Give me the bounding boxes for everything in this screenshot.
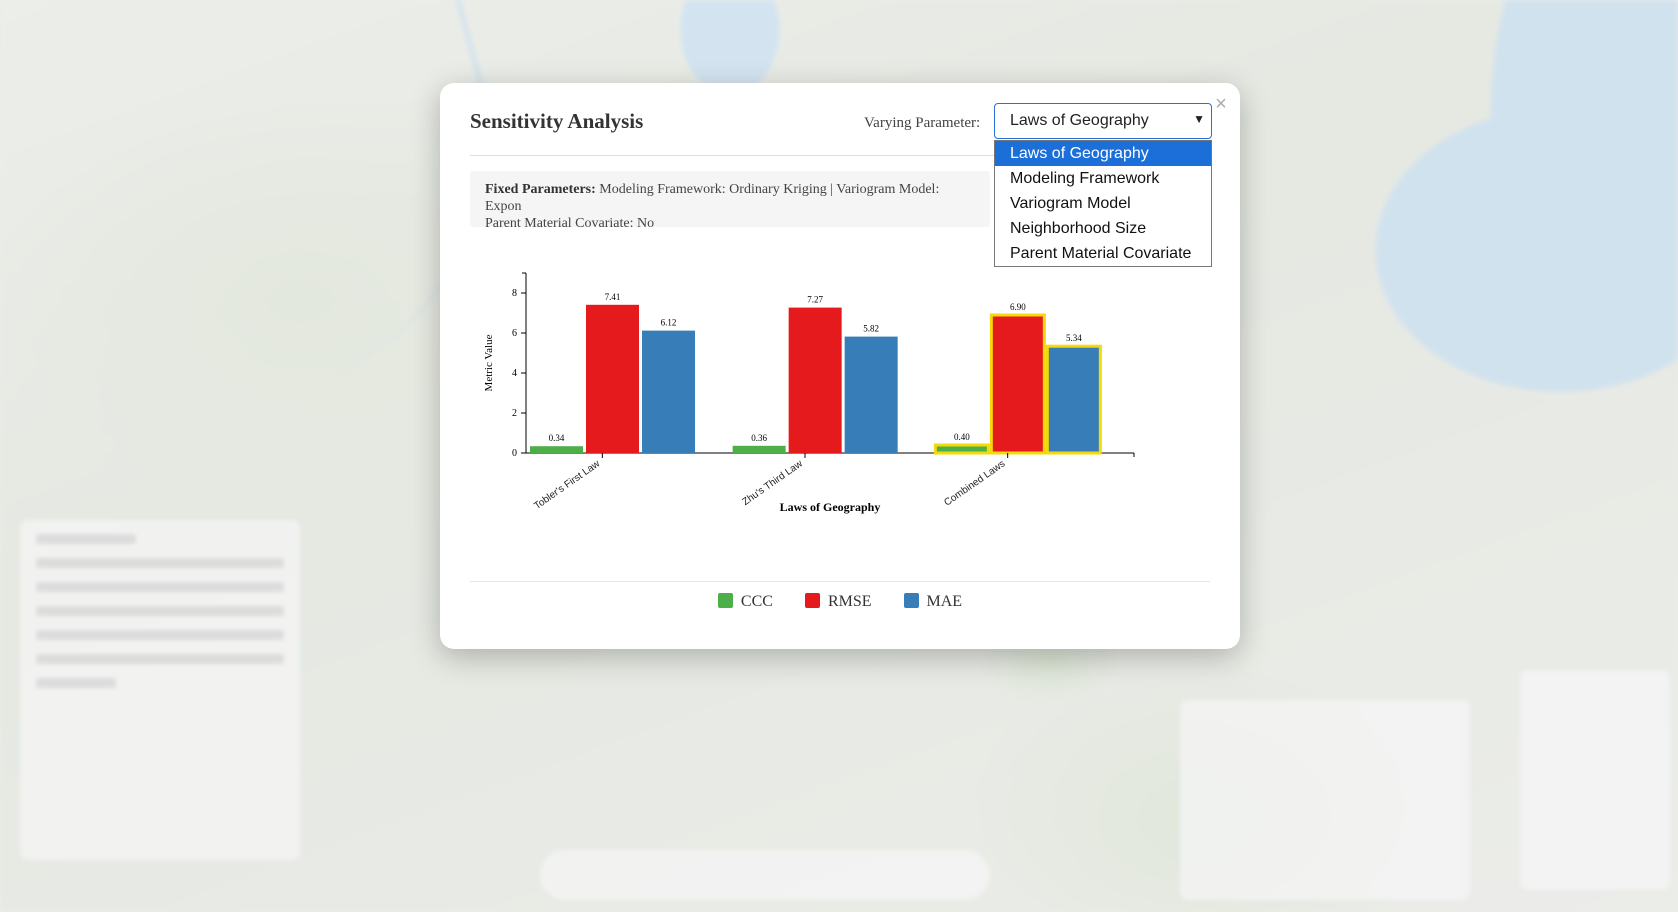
- legend-label-ccc: CCC: [740, 593, 773, 611]
- legend-swatch-mae: [903, 593, 919, 609]
- fixed-parameters-line2: Parent Material Covariate: No: [485, 216, 655, 227]
- legend-swatch-rmse: [804, 593, 820, 609]
- y-tick-label: 6: [512, 328, 517, 339]
- selected-parameter: Laws of Geography: [1010, 112, 1149, 129]
- header-divider: [470, 155, 1210, 156]
- y-tick-label: 4: [512, 368, 517, 379]
- y-axis-title: Metric Value: [483, 334, 495, 391]
- x-tick-label: Tobler's First Law: [532, 458, 602, 512]
- bar-data-label: 5.82: [863, 324, 879, 334]
- bar-data-label: 6.12: [661, 318, 677, 328]
- bar-ccc: [530, 446, 583, 453]
- bar-mae: [642, 330, 695, 453]
- sensitivity-bar-chart: 0 2 4 6 8 0.34 7.41 6.12 Tobler's First Law 0.36 7…: [483, 272, 1135, 514]
- y-tick-label: 8: [512, 288, 517, 299]
- bar-ccc: [732, 445, 786, 453]
- dropdown-option-modeling-framework[interactable]: Modeling Framework: [1010, 170, 1160, 187]
- dropdown-option-laws-of-geography[interactable]: Laws of Geography: [995, 141, 1211, 166]
- sensitivity-analysis-modal: Sensitivity Analysis Varying Parameter: …: [440, 83, 1240, 649]
- bar-data-label: 7.41: [605, 292, 621, 302]
- legend-item-ccc: CCC: [717, 593, 773, 611]
- legend-item-mae: MAE: [903, 593, 963, 611]
- fixed-parameters-line1: Modeling Framework: Ordinary Kriging | V…: [485, 182, 940, 214]
- bar-mae: [844, 336, 898, 453]
- bar-rmse: [586, 304, 639, 453]
- legend-divider: [470, 581, 1210, 582]
- background-toolbar: [540, 850, 990, 900]
- varying-parameter-select[interactable]: Laws of Geography ▼: [994, 103, 1212, 139]
- background-legend: [1520, 670, 1670, 890]
- bar-data-label: 7.27: [807, 295, 823, 305]
- bar-rmse: [989, 313, 1046, 455]
- bar-ccc: [933, 443, 990, 455]
- fixed-parameters-label: Fixed Parameters:: [485, 182, 596, 197]
- close-button[interactable]: ×: [1215, 93, 1227, 115]
- bar-data-label: 0.40: [954, 432, 970, 442]
- bar-data-label: 5.34: [1066, 333, 1082, 343]
- legend-swatch-ccc: [717, 593, 733, 609]
- y-tick-label: 0: [512, 448, 517, 459]
- x-tick-label: Combined Laws: [942, 458, 1007, 508]
- bar-data-label: 0.36: [751, 433, 767, 443]
- legend-label-mae: MAE: [926, 593, 963, 611]
- bar-data-label: 0.34: [549, 433, 565, 443]
- dropdown-option-parent-material-covariate[interactable]: Parent Material Covariate: [1010, 245, 1192, 262]
- modal-title: Sensitivity Analysis: [470, 109, 644, 133]
- y-tick-label: 2: [512, 408, 517, 419]
- legend-item-rmse: RMSE: [804, 593, 872, 611]
- dropdown-option-variogram-model[interactable]: Variogram Model: [1010, 195, 1131, 212]
- bar-data-label: 6.90: [1010, 302, 1026, 312]
- bar-rmse: [788, 307, 842, 453]
- dropdown-option-neighborhood-size[interactable]: Neighborhood Size: [1010, 220, 1147, 237]
- x-axis-title: Laws of Geography: [780, 500, 881, 514]
- background-control-panel: [20, 520, 300, 860]
- chart-legend: CCC RMSE MAE: [440, 593, 1240, 611]
- parameter-dropdown-list: Laws of Geography Modeling Framework Var…: [994, 140, 1212, 267]
- legend-label-rmse: RMSE: [827, 593, 872, 611]
- background-mini-chart: [1180, 700, 1470, 900]
- bar-mae: [1045, 344, 1102, 455]
- varying-parameter-label: Varying Parameter:: [864, 115, 981, 131]
- chevron-down-icon: ▼: [1193, 112, 1205, 126]
- fixed-parameters-box: Fixed Parameters: Modeling Framework: Or…: [470, 171, 990, 227]
